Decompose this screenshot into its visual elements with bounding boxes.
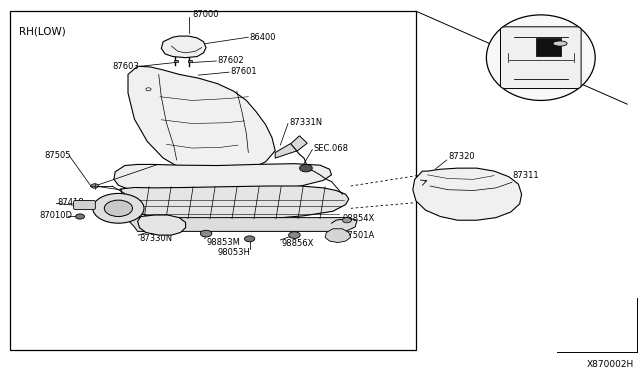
Polygon shape (275, 136, 307, 158)
Text: 87320: 87320 (448, 153, 475, 161)
Circle shape (342, 218, 351, 223)
Text: 87330N: 87330N (140, 234, 173, 243)
Polygon shape (138, 215, 186, 235)
Text: SEC.068: SEC.068 (314, 144, 349, 153)
Bar (188, 60, 192, 62)
Bar (10, 11, 416, 350)
Circle shape (91, 184, 99, 188)
Text: 87010D: 87010D (40, 211, 73, 220)
Polygon shape (114, 164, 332, 194)
FancyBboxPatch shape (74, 201, 95, 209)
Polygon shape (325, 229, 351, 243)
Circle shape (244, 236, 255, 242)
Text: 87000: 87000 (193, 10, 220, 19)
FancyBboxPatch shape (500, 27, 581, 89)
Circle shape (104, 200, 132, 217)
Text: 87418: 87418 (58, 198, 84, 207)
Ellipse shape (486, 15, 595, 100)
Text: 98856X: 98856X (282, 239, 314, 248)
Text: X870002H: X870002H (586, 360, 634, 369)
Polygon shape (413, 168, 522, 220)
Bar (174, 60, 178, 62)
Text: 87603: 87603 (113, 62, 140, 71)
Circle shape (76, 214, 84, 219)
Polygon shape (128, 66, 275, 173)
Text: RH(LOW): RH(LOW) (19, 27, 66, 36)
Polygon shape (120, 186, 349, 220)
Circle shape (200, 230, 212, 237)
Text: 87501A: 87501A (342, 231, 374, 240)
Circle shape (300, 164, 312, 172)
Bar (536, 38, 561, 56)
Text: 87311: 87311 (512, 171, 539, 180)
Text: 87505: 87505 (45, 151, 71, 160)
Text: 86400: 86400 (250, 33, 276, 42)
Circle shape (93, 193, 144, 223)
Text: 87601: 87601 (230, 67, 257, 76)
Text: 98053H: 98053H (217, 248, 250, 257)
Circle shape (289, 232, 300, 238)
Polygon shape (128, 218, 357, 231)
Text: 98854X: 98854X (342, 214, 374, 223)
Ellipse shape (553, 41, 567, 46)
Polygon shape (161, 36, 206, 58)
Circle shape (146, 88, 151, 91)
Text: 98853M: 98853M (206, 238, 240, 247)
Text: 87331N: 87331N (289, 118, 323, 127)
Text: 87602: 87602 (218, 56, 244, 65)
